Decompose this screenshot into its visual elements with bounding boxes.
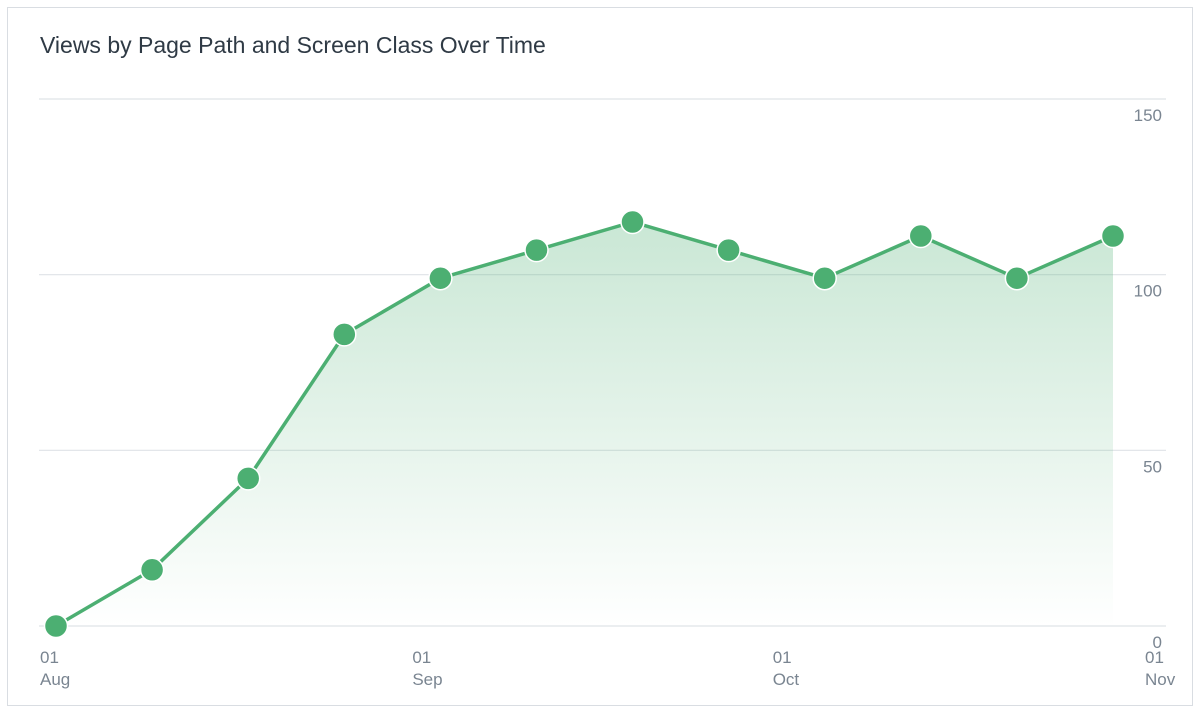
series-line (54, 220, 1115, 628)
data-point[interactable] (139, 557, 165, 583)
data-point[interactable] (1004, 265, 1030, 291)
data-point[interactable] (332, 322, 357, 347)
data-point[interactable] (908, 223, 934, 249)
y-tick-label: 0 (1153, 633, 1162, 652)
data-point[interactable] (812, 265, 837, 291)
y-tick-label: 100 (1134, 282, 1162, 301)
x-tick-month: Sep (412, 670, 442, 689)
chart-title: Views by Page Path and Screen Class Over… (40, 32, 546, 58)
data-point[interactable] (716, 237, 741, 263)
data-point[interactable] (1100, 223, 1126, 249)
x-tick-label: 01 Sep (412, 648, 442, 689)
x-tick-day: 01 (1145, 648, 1164, 667)
y-tick-label: 50 (1143, 457, 1162, 476)
x-tick-day: 01 (773, 648, 792, 667)
x-tick-day: 01 (412, 648, 431, 667)
data-point[interactable] (620, 209, 645, 235)
x-tick-month: Nov (1145, 670, 1176, 689)
series-area (56, 222, 1113, 626)
data-point[interactable] (428, 265, 453, 291)
x-tick-label: 01 Oct (773, 648, 800, 689)
x-tick-label: 01 Aug (40, 648, 70, 689)
x-tick-month: Aug (40, 670, 70, 689)
x-tick-label: 01 Nov (1145, 648, 1176, 689)
y-tick-label: 150 (1134, 106, 1162, 125)
data-point[interactable] (43, 613, 69, 639)
x-tick-day: 01 (40, 648, 59, 667)
x-tick-month: Oct (773, 670, 800, 689)
data-point[interactable] (235, 466, 261, 491)
data-point[interactable] (524, 237, 549, 263)
